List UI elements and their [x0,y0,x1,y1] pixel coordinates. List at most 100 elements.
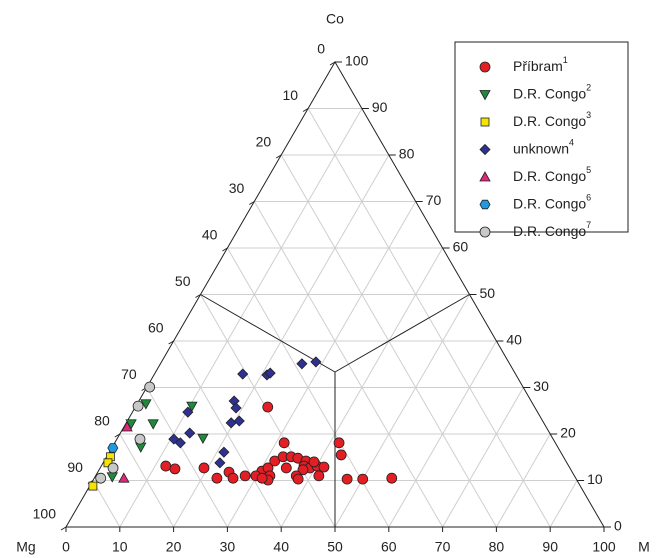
point [479,199,491,210]
point [184,427,196,439]
legend-note: 6 [586,193,591,203]
right-tick-label: 20 [560,425,576,441]
tick-mark [249,201,255,205]
point [292,473,304,485]
point [230,402,242,414]
left-tick-label: 30 [229,180,245,196]
legend-note: 4 [569,138,574,148]
point [264,367,276,379]
right-tick-label: 50 [480,285,496,301]
grid-line [334,294,470,528]
point [225,417,237,429]
legend-label: D.R. Congo7 [513,220,591,238]
left-tick-label: 10 [283,87,299,103]
point [318,461,330,473]
legend-note: 1 [563,55,568,65]
right-tick-label: 0 [614,518,622,534]
point [227,472,239,484]
point [144,381,156,393]
point [280,462,292,474]
tick-mark [222,247,228,252]
point [197,433,209,445]
bottom-tick-label: 90 [542,539,558,555]
point [186,401,198,412]
left-tick-label: 20 [256,134,272,150]
tick-mark [114,433,121,438]
point [233,415,245,427]
left-tick-label: 70 [121,366,137,382]
grid-line [92,480,121,528]
tick-mark [195,294,201,298]
point [333,437,345,449]
bottom-tick-label: 70 [435,539,451,555]
right-tick-label: 10 [587,471,603,487]
point [479,143,491,156]
legend-name: Příbram [513,58,563,74]
legend-name: D.R. Congo [513,113,586,129]
marks [88,356,398,491]
legend-name: D.R. Congo [513,223,586,239]
bottom-tick-label: 0 [62,539,70,555]
right-tick-label: 70 [426,192,442,208]
point [386,472,398,484]
point [341,473,353,485]
bottom-tick-label: 40 [273,539,289,555]
grid-line [119,433,175,528]
left-tick-label: 50 [175,273,191,289]
point [134,433,146,445]
bottom-tick-label: 100 [592,539,616,555]
point [174,437,186,449]
legend-label: D.R. Congo3 [513,110,591,128]
point [169,463,181,475]
point [479,171,491,182]
right-tick-label: 90 [372,99,388,115]
point [211,472,223,484]
tick-mark [329,61,336,66]
grid-line [173,340,282,528]
left-tick-label: 40 [202,227,218,243]
point [479,90,491,101]
tick-mark [60,526,67,531]
point [256,472,268,484]
point [310,356,322,368]
point [479,226,491,238]
legend-note: 7 [586,220,591,230]
left-tick-label: 0 [317,41,325,57]
right-tick-label: 100 [345,53,369,69]
bottom-tick-label: 60 [381,539,397,555]
point [237,368,249,380]
left-tick-label: 60 [148,320,164,336]
right-axis-label: M [638,539,650,555]
point [214,457,226,469]
top-axis-label: Co [326,11,344,27]
right-tick-label: 40 [506,332,522,348]
legend-note: 3 [586,110,591,120]
point [313,470,325,482]
left-tick-label: 100 [33,506,57,522]
point [297,464,309,476]
point [160,460,172,472]
point [357,473,369,485]
point [118,472,130,483]
legend-name: D.R. Congo [513,168,586,184]
bottom-tick-label: 50 [327,539,343,555]
point [218,446,230,458]
point [107,443,119,453]
point [308,456,320,468]
legend-label: unknown4 [513,138,574,156]
point [140,399,152,410]
bottom-tick-label: 80 [489,539,505,555]
grid-line [549,480,578,528]
legend-label: D.R. Congo2 [513,83,591,101]
point [335,449,347,461]
right-tick-label: 30 [533,378,549,394]
divider-line [200,294,336,373]
point [147,419,159,430]
bottom-tick-label: 10 [112,539,128,555]
tick-mark [168,340,174,345]
legend-label: Příbram1 [513,55,568,73]
bottom-tick-label: 30 [220,539,236,555]
